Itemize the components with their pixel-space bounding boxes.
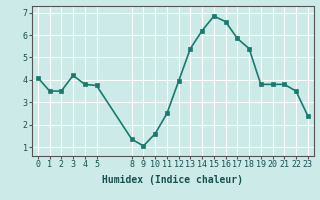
- X-axis label: Humidex (Indice chaleur): Humidex (Indice chaleur): [102, 175, 243, 185]
